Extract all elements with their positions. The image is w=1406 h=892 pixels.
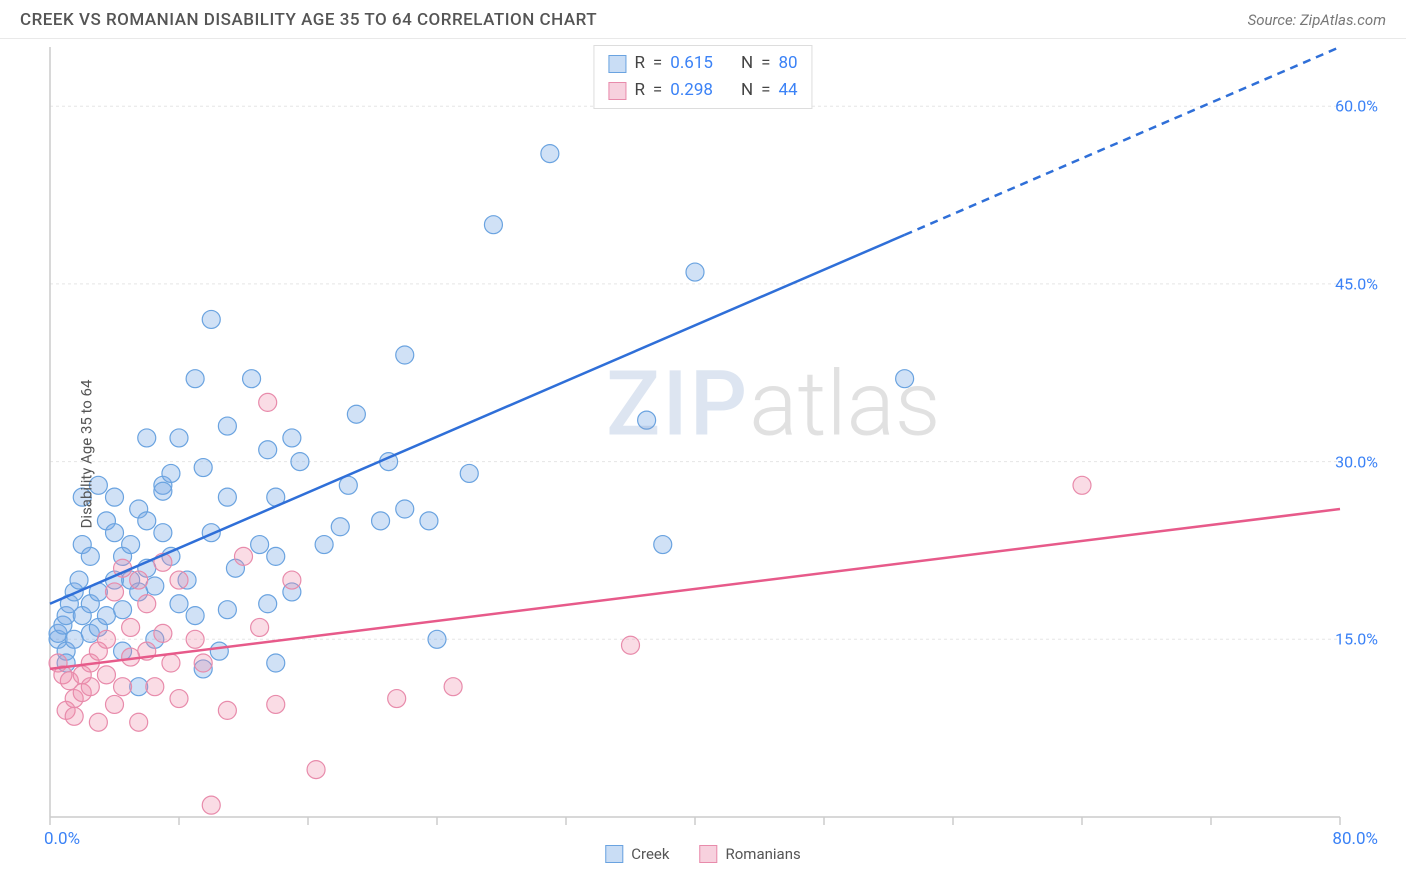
y-grid-label: 15.0%: [1335, 630, 1378, 649]
legend-label-romanians: Romanians: [725, 845, 800, 863]
n-label: N: [741, 77, 753, 104]
y-grid-label: 45.0%: [1335, 274, 1378, 293]
swatch-creek: [608, 55, 626, 73]
chart-source: Source: ZipAtlas.com: [1248, 11, 1386, 29]
chart-header: CREEK VS ROMANIAN DISABILITY AGE 35 TO 6…: [0, 0, 1406, 39]
legend-swatch-romanians: [699, 845, 717, 863]
eq: =: [761, 50, 770, 77]
legend-item-romanians: Romanians: [699, 845, 800, 863]
r-label: R: [634, 50, 644, 77]
legend-label-creek: Creek: [631, 845, 669, 863]
n-value-creek: 80: [778, 50, 797, 77]
eq: =: [761, 77, 770, 104]
x-axis-min-label: 0.0%: [44, 829, 80, 849]
chart-title: CREEK VS ROMANIAN DISABILITY AGE 35 TO 6…: [20, 10, 597, 30]
y-axis-label: Disability Age 35 to 64: [77, 380, 95, 529]
y-grid-label: 60.0%: [1335, 97, 1378, 116]
legend-item-creek: Creek: [605, 845, 669, 863]
legend-swatch-creek: [605, 845, 623, 863]
n-value-romanians: 44: [778, 77, 797, 104]
r-label: R: [634, 77, 644, 104]
swatch-romanians: [608, 82, 626, 100]
chart-area: Disability Age 35 to 64 ZIPatlas R = 0.6…: [0, 39, 1406, 869]
n-label: N: [741, 50, 753, 77]
correlation-box: R = 0.615 N = 80 R = 0.298 N = 44: [593, 45, 812, 109]
y-grid-label: 30.0%: [1335, 452, 1378, 471]
scatter-plot-svg: [0, 39, 1406, 849]
r-value-romanians: 0.298: [670, 77, 713, 104]
series-legend: Creek Romanians: [605, 845, 800, 863]
corr-row-creek: R = 0.615 N = 80: [608, 50, 797, 77]
eq: =: [653, 50, 662, 77]
eq: =: [653, 77, 662, 104]
x-axis-max-label: 80.0%: [1332, 829, 1378, 849]
corr-row-romanians: R = 0.298 N = 44: [608, 77, 797, 104]
r-value-creek: 0.615: [670, 50, 713, 77]
